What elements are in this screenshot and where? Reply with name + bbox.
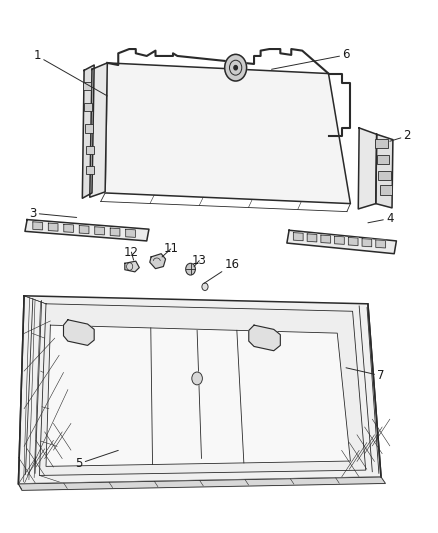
Text: 16: 16 (204, 259, 240, 284)
Text: 6: 6 (272, 49, 350, 69)
Polygon shape (348, 238, 358, 246)
Polygon shape (64, 320, 94, 345)
Polygon shape (126, 229, 135, 237)
Circle shape (192, 372, 202, 385)
FancyBboxPatch shape (86, 166, 94, 174)
Polygon shape (33, 222, 42, 230)
FancyBboxPatch shape (83, 82, 91, 90)
Text: 7: 7 (346, 368, 385, 382)
Text: 1: 1 (33, 50, 107, 96)
Polygon shape (46, 325, 350, 466)
FancyBboxPatch shape (84, 103, 92, 111)
FancyBboxPatch shape (85, 124, 93, 133)
Polygon shape (82, 65, 94, 198)
FancyBboxPatch shape (380, 185, 392, 195)
Polygon shape (79, 225, 89, 233)
FancyBboxPatch shape (378, 171, 391, 180)
Text: 11: 11 (162, 243, 178, 257)
Text: 2: 2 (390, 130, 411, 142)
Circle shape (202, 283, 208, 290)
Polygon shape (105, 63, 350, 204)
Polygon shape (64, 224, 74, 232)
Text: 5: 5 (75, 450, 118, 470)
Polygon shape (90, 63, 107, 197)
Text: 3: 3 (29, 207, 77, 220)
Polygon shape (150, 254, 166, 269)
FancyBboxPatch shape (86, 146, 93, 154)
Text: 13: 13 (192, 254, 207, 267)
Polygon shape (25, 220, 149, 241)
Polygon shape (307, 234, 317, 242)
Polygon shape (125, 261, 139, 272)
Polygon shape (293, 232, 303, 241)
Polygon shape (249, 325, 280, 351)
Text: 12: 12 (124, 246, 139, 260)
Polygon shape (335, 236, 344, 244)
Circle shape (186, 263, 195, 275)
Polygon shape (358, 128, 377, 209)
Polygon shape (110, 228, 120, 236)
Polygon shape (95, 227, 104, 235)
Polygon shape (18, 477, 385, 490)
Circle shape (234, 66, 237, 70)
Circle shape (225, 54, 247, 81)
Polygon shape (48, 223, 58, 231)
Polygon shape (376, 134, 393, 208)
Text: 4: 4 (368, 212, 394, 225)
Polygon shape (287, 230, 396, 254)
FancyBboxPatch shape (375, 139, 388, 148)
Polygon shape (39, 304, 366, 475)
Polygon shape (362, 239, 372, 247)
FancyBboxPatch shape (377, 155, 389, 164)
Polygon shape (321, 235, 331, 243)
Polygon shape (18, 296, 381, 484)
Polygon shape (376, 240, 385, 248)
